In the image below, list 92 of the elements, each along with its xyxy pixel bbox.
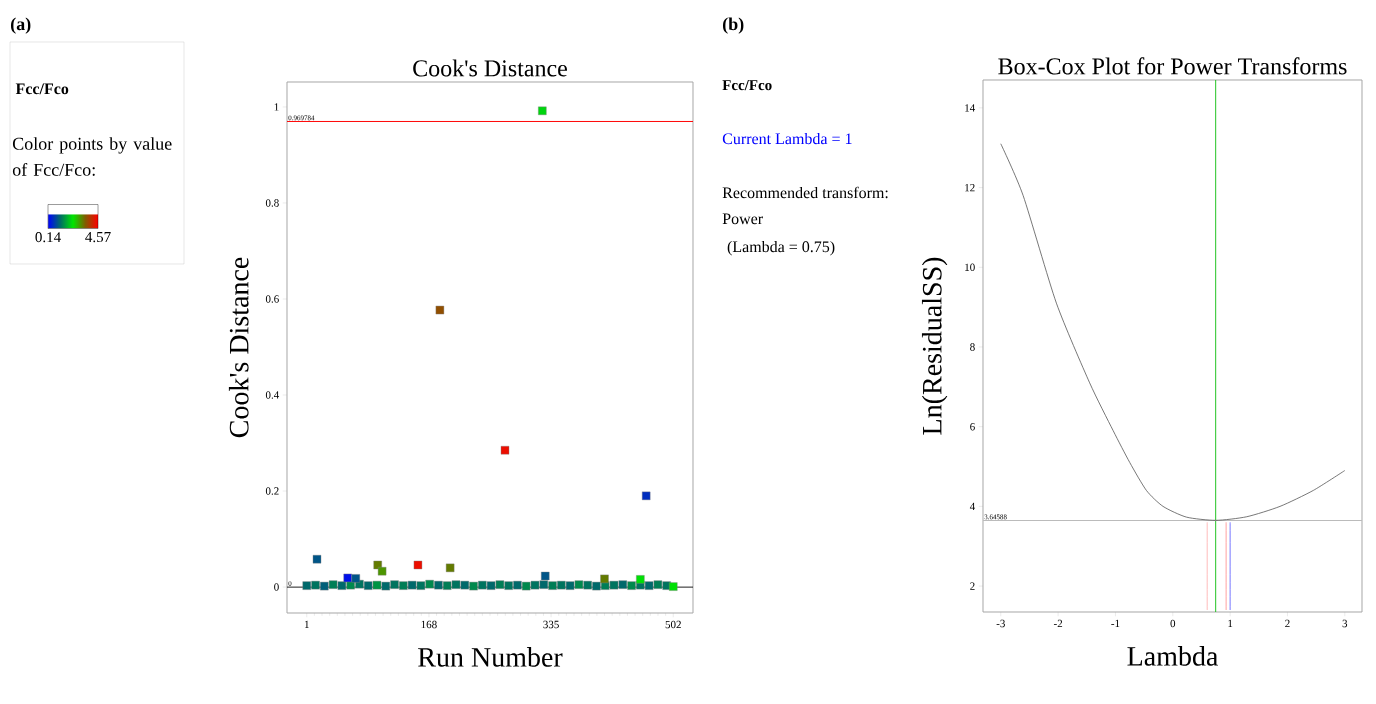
chart-title: Box-Cox Plot for Power Transforms: [998, 57, 1347, 75]
x-tick-label: 1: [1228, 619, 1233, 628]
point: [504, 581, 513, 590]
point: [399, 581, 408, 590]
y-tick-label: 0.4: [265, 391, 280, 399]
y-tick-label: 0: [274, 583, 279, 591]
x-tick-label: 1: [304, 620, 309, 629]
y-tick-label: 0.2: [265, 487, 279, 495]
point: [320, 581, 329, 591]
y-tick-label: 10: [965, 263, 975, 271]
y-tick-label: 8: [970, 343, 975, 351]
text: Current Lambda = 1: [722, 132, 852, 145]
point: [653, 580, 663, 589]
y-tick-label: 14: [965, 104, 976, 112]
point: [574, 580, 584, 589]
y-tick-label: 12: [965, 183, 975, 192]
point: [413, 560, 423, 570]
y-tick-label: 4: [969, 502, 976, 510]
legend-title: Fcc/Fco: [15, 83, 69, 95]
point: [522, 581, 531, 591]
point: [435, 305, 445, 315]
point: [416, 581, 426, 590]
point: [644, 581, 654, 590]
text: (b): [722, 17, 744, 34]
y-tick-label: 0.6: [265, 295, 279, 303]
y-tick-label: 1: [274, 103, 279, 111]
point: [495, 580, 505, 589]
point: [500, 446, 510, 455]
text: Power: [722, 213, 763, 225]
point: [600, 574, 609, 584]
point: [328, 580, 338, 589]
text: (Lambda = 0.75): [727, 240, 835, 256]
x-tick-label: 3: [1342, 619, 1348, 628]
point: [636, 575, 645, 584]
point: [565, 581, 575, 590]
point: [641, 491, 651, 501]
point: [337, 581, 347, 590]
x-tick-label: -2: [1053, 619, 1063, 628]
x-tick-label: -3: [996, 619, 1005, 628]
point: [372, 580, 382, 590]
x-axis-title: Run Number: [418, 647, 563, 667]
point: [445, 563, 455, 573]
text: Fcc/Fco: [722, 80, 772, 91]
point: [609, 580, 619, 590]
point: [627, 581, 636, 590]
point: [592, 581, 601, 591]
x-axis-title: Lambda: [1127, 646, 1218, 666]
point: [312, 555, 322, 564]
y-tick-label: 6: [970, 422, 975, 431]
y-axis-title: Ln(ResidualSS): [921, 257, 948, 435]
point: [364, 581, 373, 590]
point: [451, 580, 461, 589]
point: [381, 581, 390, 591]
point: [460, 580, 469, 590]
point: [390, 580, 399, 589]
color-bar-label: 4.57: [85, 232, 111, 243]
color-bar-label: 0.14: [35, 232, 61, 243]
point: [557, 580, 566, 590]
x-tick-label: 0: [1170, 619, 1176, 628]
color-bar-title: Color points by value of Fcc/Fco:: [12, 137, 172, 176]
x-tick-label: -1: [1111, 619, 1120, 628]
point: [443, 581, 452, 590]
point: [377, 567, 387, 576]
x-tick-label: 2: [1285, 619, 1290, 628]
point: [548, 581, 557, 590]
point: [407, 580, 417, 590]
point: [538, 106, 547, 115]
point: [486, 581, 496, 590]
y-tick-label: 2: [970, 582, 975, 590]
point: [302, 581, 311, 590]
point: [351, 574, 360, 583]
point: [469, 581, 478, 591]
point: [583, 580, 592, 590]
x-tick-label: 335: [543, 620, 559, 629]
point: [530, 580, 540, 590]
y-tick-label: 0.8: [265, 199, 279, 207]
point: [541, 571, 550, 581]
point: [618, 580, 627, 589]
point: [669, 582, 678, 591]
point: [478, 580, 487, 590]
point: [513, 580, 522, 590]
point: [343, 573, 352, 583]
y-axis-title: Cook's Distance: [228, 257, 249, 438]
text: (a): [11, 17, 31, 34]
x-tick-label: 502: [665, 620, 681, 629]
point: [434, 580, 443, 590]
text: Recommended transform:: [722, 186, 888, 199]
x-tick-label: 168: [421, 620, 437, 629]
chart-title: Cook's Distance: [413, 59, 567, 77]
point: [539, 580, 548, 589]
point: [311, 580, 320, 590]
point: [425, 579, 434, 589]
